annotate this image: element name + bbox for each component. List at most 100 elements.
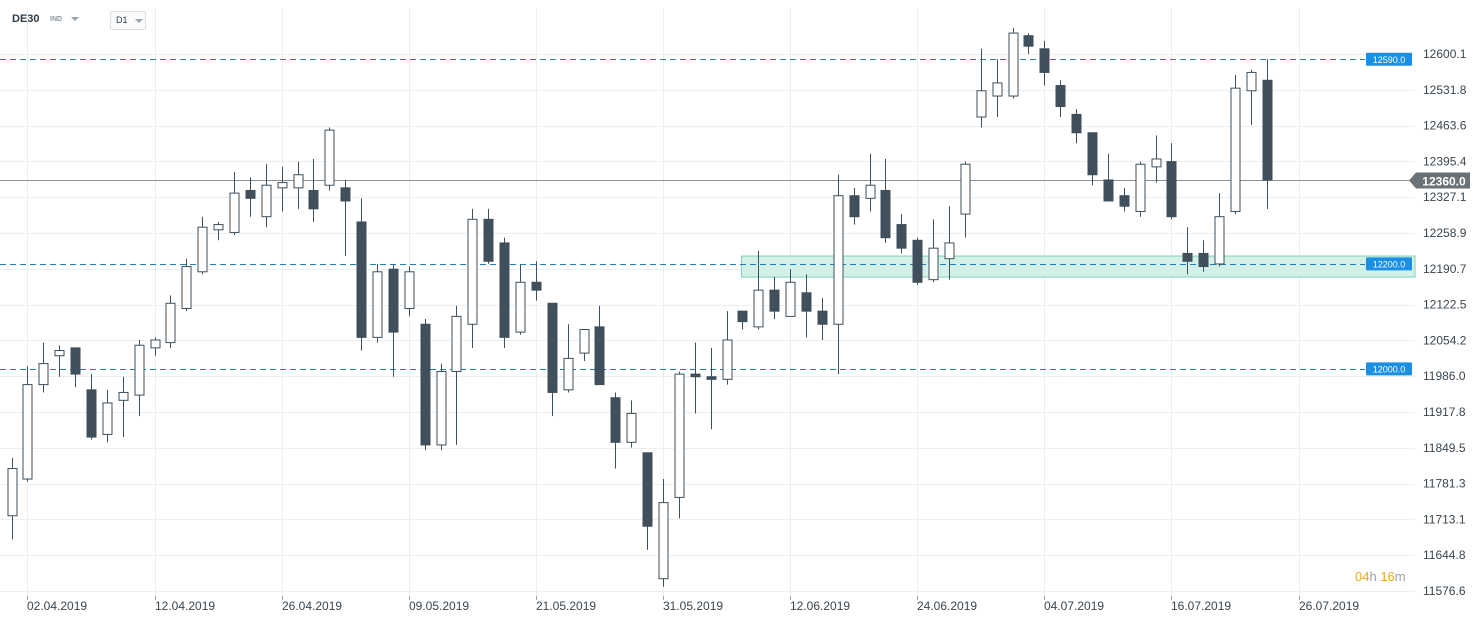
candle-body-bear bbox=[801, 292, 812, 312]
candle-body-bear bbox=[610, 397, 621, 443]
candle bbox=[610, 392, 621, 469]
candle bbox=[324, 127, 335, 191]
level-badge: 12200.0 bbox=[1366, 257, 1412, 271]
candle-body-bull bbox=[563, 357, 574, 391]
candle bbox=[213, 221, 224, 241]
candle bbox=[54, 345, 65, 377]
candle-body-bull bbox=[293, 174, 304, 189]
candle bbox=[817, 298, 828, 340]
candle-body-bull bbox=[626, 412, 637, 443]
candle bbox=[579, 329, 590, 361]
candle-body-bull bbox=[197, 226, 208, 273]
candle-body-bear bbox=[1198, 252, 1209, 268]
x-tick-label: 31.05.2019 bbox=[663, 599, 723, 613]
candle bbox=[801, 274, 812, 338]
candle-body-bull bbox=[181, 266, 192, 310]
candle bbox=[451, 305, 462, 445]
candle-body-bear bbox=[1087, 132, 1098, 176]
candle-body-bear bbox=[356, 221, 367, 338]
candle-body-bear bbox=[1039, 48, 1050, 73]
candle bbox=[165, 295, 176, 348]
current-price-badge: 12360.0 bbox=[1409, 172, 1470, 189]
candle-body-bull bbox=[579, 329, 590, 354]
candle-body-bull bbox=[1008, 32, 1019, 97]
candle-body-bear bbox=[642, 452, 653, 527]
x-tick-label: 09.05.2019 bbox=[409, 599, 469, 613]
candle-body-bear bbox=[547, 302, 558, 393]
candle bbox=[420, 319, 431, 451]
grid-lines bbox=[0, 8, 1415, 596]
y-tick-label: 11781.3 bbox=[1423, 477, 1466, 491]
candle-body-bull bbox=[753, 289, 764, 328]
x-tick-label: 04.07.2019 bbox=[1044, 599, 1104, 613]
candle bbox=[1119, 187, 1130, 212]
candle bbox=[563, 324, 574, 393]
candle-body-bear bbox=[70, 347, 81, 375]
candle-body-bear bbox=[499, 242, 510, 338]
candle bbox=[197, 216, 208, 275]
candle-body-bull bbox=[150, 339, 161, 349]
candle-body-bull bbox=[38, 363, 49, 386]
candle-body-bear bbox=[1119, 195, 1130, 207]
candle bbox=[467, 208, 478, 348]
candle-body-bull bbox=[960, 163, 971, 215]
symbol-dropdown-chevron-icon[interactable] bbox=[71, 17, 79, 21]
candle bbox=[658, 479, 669, 587]
symbol-label[interactable]: DE30 bbox=[12, 13, 40, 25]
y-tick-label: 12463.6 bbox=[1423, 119, 1467, 133]
candle-body-bull bbox=[1135, 163, 1146, 212]
candle-body-bull bbox=[134, 344, 145, 396]
candle bbox=[150, 337, 161, 356]
candle-body-bull bbox=[944, 242, 955, 260]
candle bbox=[1214, 193, 1225, 267]
candle bbox=[388, 263, 399, 377]
timeframe-select[interactable]: D1 bbox=[110, 11, 146, 30]
candle-body-bear bbox=[769, 289, 780, 312]
level-badge-bg bbox=[1366, 52, 1412, 66]
current-price-label: 12360.0 bbox=[1422, 175, 1466, 189]
candle bbox=[674, 371, 685, 519]
candle-body-bear bbox=[531, 281, 542, 291]
candle-body-bear bbox=[388, 268, 399, 333]
candle-body-bear bbox=[594, 326, 605, 386]
candle bbox=[722, 311, 733, 385]
candle bbox=[737, 310, 748, 330]
candle bbox=[1166, 143, 1177, 220]
candle-body-bear bbox=[706, 376, 717, 380]
candle-body-bear bbox=[912, 239, 923, 283]
candle bbox=[181, 258, 192, 312]
candle bbox=[1135, 161, 1146, 217]
candle bbox=[753, 250, 764, 330]
level-badge: 12000.0 bbox=[1366, 362, 1412, 376]
candle-body-bear bbox=[420, 323, 431, 446]
countdown-minutes: 16 bbox=[1380, 569, 1395, 584]
candle-body-bear bbox=[1262, 79, 1273, 181]
candle bbox=[1087, 132, 1098, 186]
candle-body-bull bbox=[22, 384, 33, 480]
candle-body-bull bbox=[54, 349, 65, 357]
candle-body-bull bbox=[928, 247, 939, 281]
candle-body-bear bbox=[86, 389, 97, 438]
candle-body-bear bbox=[880, 189, 891, 239]
level-badge-label: 12200.0 bbox=[1373, 259, 1406, 269]
candle-body-bull bbox=[165, 302, 176, 344]
candles bbox=[7, 27, 1273, 587]
candle-body-bear bbox=[1071, 113, 1082, 134]
candle bbox=[594, 305, 605, 386]
candle bbox=[1039, 40, 1050, 86]
candle-body-bull bbox=[674, 373, 685, 498]
symbol-type-label: IND bbox=[50, 16, 63, 23]
x-tick-label: 26.07.2019 bbox=[1299, 599, 1359, 613]
support-zone bbox=[740, 255, 1416, 278]
candle bbox=[833, 174, 844, 375]
x-tick-label: 24.06.2019 bbox=[917, 599, 977, 613]
candle bbox=[245, 177, 256, 217]
y-tick-label: 11849.5 bbox=[1423, 441, 1466, 455]
candle bbox=[1008, 27, 1019, 99]
y-tick-label: 11713.1 bbox=[1423, 512, 1466, 526]
candle-body-bull bbox=[436, 370, 447, 446]
candle bbox=[340, 179, 351, 257]
countdown-minutes-unit: m bbox=[1394, 569, 1406, 584]
timeframe-label: D1 bbox=[116, 15, 128, 25]
